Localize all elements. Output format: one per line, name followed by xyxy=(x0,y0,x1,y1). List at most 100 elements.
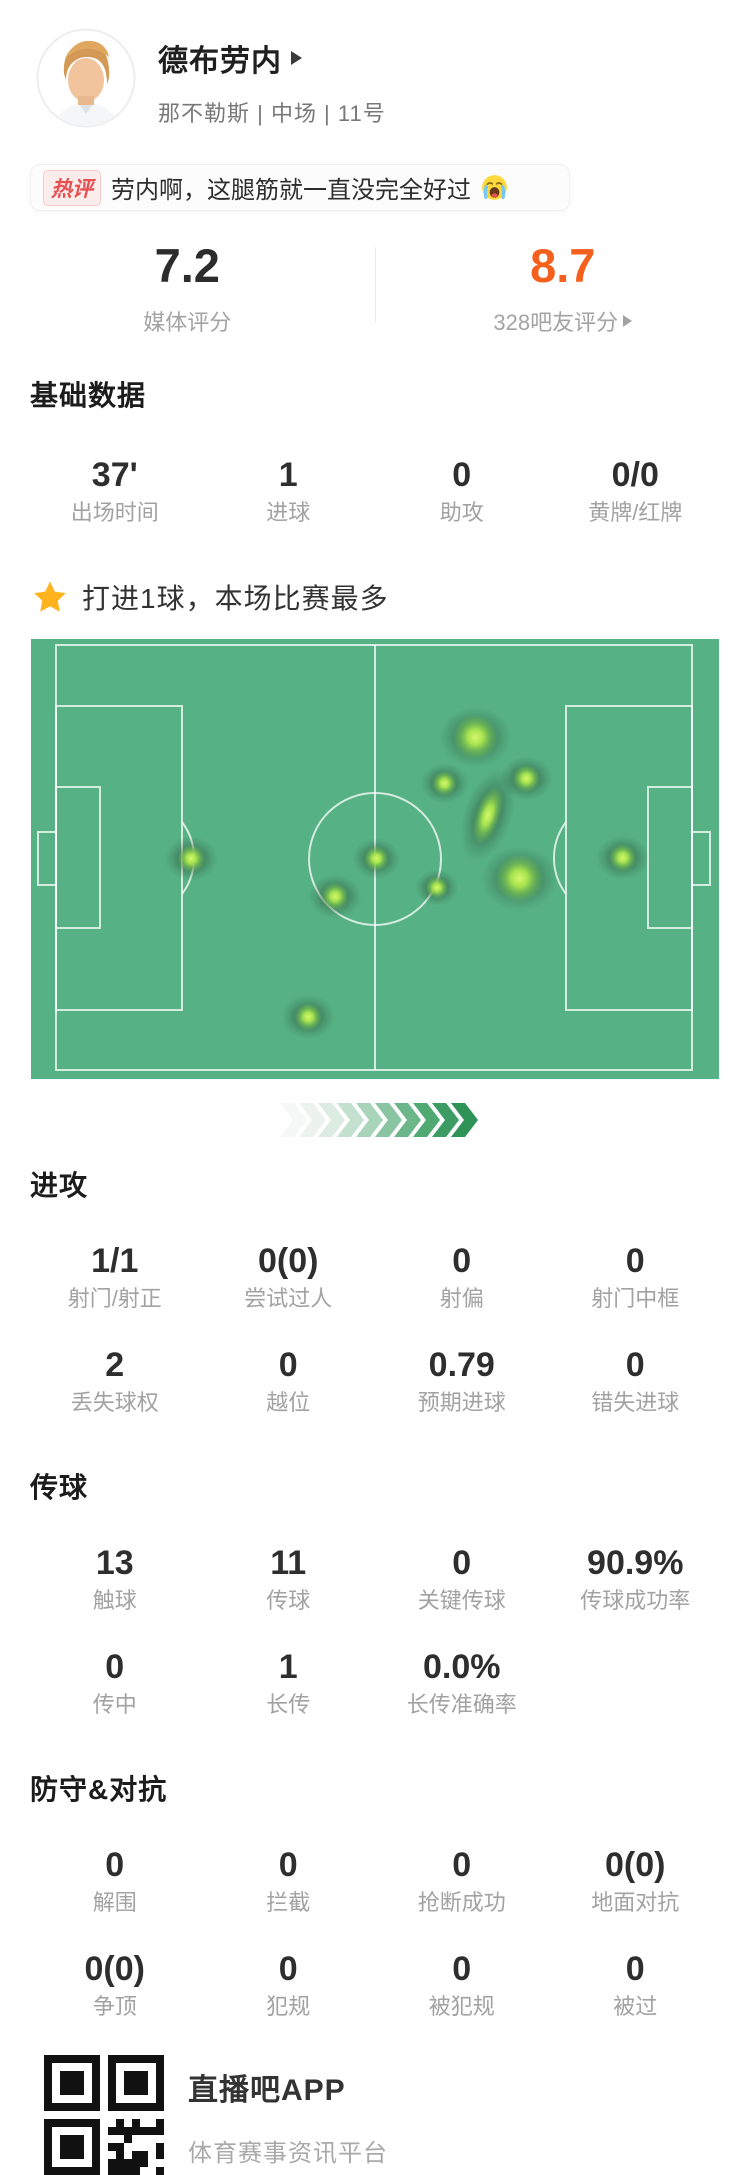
stat-value: 0 xyxy=(375,1845,549,1885)
stat-label: 被过 xyxy=(549,1995,723,2019)
fans-rating[interactable]: 8.7 328吧友评分 xyxy=(376,239,750,337)
fans-rating-score: 8.7 xyxy=(530,239,595,293)
stat-label: 射偏 xyxy=(375,1287,549,1311)
player-avatar[interactable] xyxy=(36,28,136,128)
fans-rating-label: 328吧友评分 xyxy=(493,305,632,337)
app-name: 直播吧APP xyxy=(188,2065,388,2109)
crying-emoji-icon xyxy=(481,174,508,201)
stat-value: 37' xyxy=(28,455,202,495)
stat-value: 2 xyxy=(28,1345,202,1385)
stat-cell: 1 长传 xyxy=(202,1647,376,1717)
stat-value: 0/0 xyxy=(549,455,723,495)
stat-label: 地面对抗 xyxy=(549,1891,723,1915)
stat-label: 射门中框 xyxy=(549,1287,723,1311)
stat-label: 争顶 xyxy=(28,1995,202,2019)
stat-label: 长传准确率 xyxy=(375,1693,549,1717)
stat-label: 解围 xyxy=(28,1891,202,1915)
stat-value: 0 xyxy=(375,455,549,495)
stat-label: 丢失球权 xyxy=(28,1391,202,1415)
stat-value: 0 xyxy=(202,1345,376,1385)
qr-code xyxy=(44,2055,164,2175)
stat-value: 1/1 xyxy=(28,1241,202,1281)
stat-cell: 37' 出场时间 xyxy=(28,455,202,525)
stat-value: 0(0) xyxy=(28,1949,202,1989)
stat-cell: 0(0) 地面对抗 xyxy=(549,1845,723,1915)
player-header: 德布劳内 那不勒斯 | 中场 | 11号 xyxy=(0,0,750,128)
stat-cell: 0 射偏 xyxy=(375,1241,549,1311)
highlight-text: 打进1球，本场比赛最多 xyxy=(82,577,389,617)
stat-label: 传球成功率 xyxy=(549,1589,723,1613)
stat-cell: 0 传中 xyxy=(28,1647,202,1717)
stat-value: 0(0) xyxy=(549,1845,723,1885)
stat-value: 0(0) xyxy=(202,1241,376,1281)
stat-label: 出场时间 xyxy=(28,501,202,525)
hot-comment-badge: 热评 xyxy=(43,170,101,206)
stat-cell: 0.0% 长传准确率 xyxy=(375,1647,549,1717)
media-rating-label-text: 媒体评分 xyxy=(143,305,231,337)
section-title-basic: 基础数据 xyxy=(30,379,720,413)
app-description: 体育赛事资讯平台 xyxy=(188,2133,388,2168)
stat-value: 0 xyxy=(375,1543,549,1583)
highlight-row: 打进1球，本场比赛最多 xyxy=(32,577,720,617)
hot-comment-text: 劳内啊，这腿筋就一直没完全好过 xyxy=(111,170,471,205)
stat-label: 传中 xyxy=(28,1693,202,1717)
app-footer: 直播吧APP 体育赛事资讯平台 xyxy=(44,2055,750,2175)
stat-label: 触球 xyxy=(28,1589,202,1613)
stat-label: 抢断成功 xyxy=(375,1891,549,1915)
stat-cell: 0.79 预期进球 xyxy=(375,1345,549,1415)
stat-value: 90.9% xyxy=(549,1543,723,1583)
stat-label: 进球 xyxy=(202,501,376,525)
section-title-passing: 传球 xyxy=(30,1471,720,1505)
stat-value: 13 xyxy=(28,1543,202,1583)
stat-value: 1 xyxy=(202,1647,376,1687)
stat-value: 11 xyxy=(202,1543,376,1583)
stat-label: 拦截 xyxy=(202,1891,376,1915)
hot-comment-bar[interactable]: 热评 劳内啊，这腿筋就一直没完全好过 xyxy=(30,164,570,211)
stat-label: 预期进球 xyxy=(375,1391,549,1415)
star-icon xyxy=(32,579,68,615)
section-title-defense: 防守&对抗 xyxy=(30,1773,720,1807)
stat-value: 1 xyxy=(202,455,376,495)
stat-label: 尝试过人 xyxy=(202,1287,376,1311)
stat-value: 0 xyxy=(375,1241,549,1281)
section-title-attack: 进攻 xyxy=(30,1169,720,1203)
player-team-info: 那不勒斯 | 中场 | 11号 xyxy=(158,96,386,128)
stat-cell: 2 丢失球权 xyxy=(28,1345,202,1415)
stat-value: 0 xyxy=(549,1949,723,1989)
stat-value: 0 xyxy=(549,1241,723,1281)
chevrons-right-icon xyxy=(280,1103,470,1137)
stat-value: 0.0% xyxy=(375,1647,549,1687)
stat-label: 犯规 xyxy=(202,1995,376,2019)
stat-value: 0 xyxy=(202,1845,376,1885)
media-rating-label: 媒体评分 xyxy=(143,305,231,337)
stat-label: 长传 xyxy=(202,1693,376,1717)
stat-value: 0 xyxy=(28,1647,202,1687)
stat-cell: 1 进球 xyxy=(202,455,376,525)
ratings-block: 7.2 媒体评分 8.7 328吧友评分 xyxy=(0,239,750,337)
stat-value: 0.79 xyxy=(375,1345,549,1385)
stat-cell: 0(0) 争顶 xyxy=(28,1949,202,2019)
player-name-link[interactable]: 德布劳内 xyxy=(158,36,386,80)
media-rating: 7.2 媒体评分 xyxy=(0,239,375,337)
heatmap-pitch xyxy=(31,639,719,1079)
stat-cell: 0 射门中框 xyxy=(549,1241,723,1311)
fans-rating-label-text: 328吧友评分 xyxy=(493,305,618,337)
